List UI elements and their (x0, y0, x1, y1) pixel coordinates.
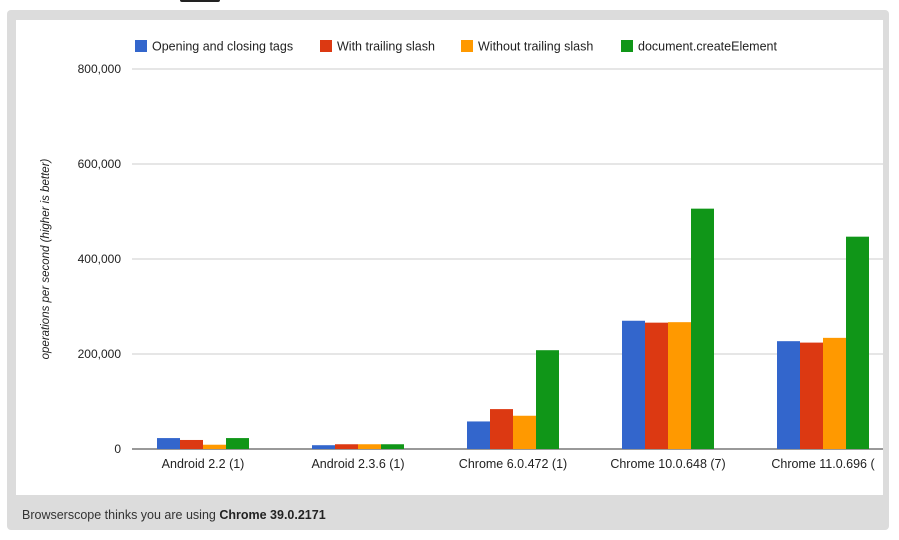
y-tick-label: 200,000 (78, 347, 122, 361)
y-tick-label: 600,000 (78, 157, 122, 171)
bar (622, 320, 645, 449)
legend-swatch (621, 40, 633, 52)
legend-label: Without trailing slash (478, 40, 593, 54)
chart-panel: 0 200,000 400,000 600,000 800,000 operations … (16, 20, 883, 495)
bar (823, 337, 846, 449)
bar (226, 438, 249, 449)
y-tick-label: 800,000 (78, 62, 122, 76)
legend-label: With trailing slash (337, 40, 435, 54)
bar (312, 445, 335, 449)
bar (381, 444, 404, 449)
x-category-label: Android 2.2 (1) (162, 457, 245, 471)
bar-chart: 0 200,000 400,000 600,000 800,000 operations … (40, 40, 883, 471)
y-axis-title: operations per second (higher is better) (40, 158, 52, 359)
bar (513, 415, 536, 449)
bar (490, 409, 513, 449)
x-category-label: Android 2.3.6 (1) (311, 457, 404, 471)
bar (358, 444, 381, 449)
y-tick-label: 400,000 (78, 252, 122, 266)
x-category-label: Chrome 11.0.696 ( (771, 457, 875, 471)
bar (668, 322, 691, 449)
bar (800, 342, 823, 449)
bar (335, 444, 358, 449)
legend-label: Opening and closing tags (152, 40, 293, 54)
x-category-label: Chrome 10.0.648 (7) (610, 457, 725, 471)
heading-fragment (180, 0, 220, 2)
bar (536, 350, 559, 449)
legend-swatch (320, 40, 332, 52)
bar (691, 208, 714, 449)
bar (645, 322, 668, 449)
footer-text: Browserscope thinks you are using (22, 508, 216, 522)
x-category-label: Chrome 6.0.472 (1) (459, 457, 567, 471)
bar (180, 439, 203, 449)
bar (203, 444, 226, 449)
legend-swatch (135, 40, 147, 52)
footer-browser: Chrome 39.0.2171 (219, 508, 326, 522)
y-tick-label: 0 (114, 442, 121, 456)
bar (846, 236, 869, 449)
footer-status: Browserscope thinks you are using Chrome… (22, 508, 326, 522)
legend-swatch (461, 40, 473, 52)
bar (467, 421, 490, 449)
legend-label: document.createElement (638, 40, 777, 54)
bar (157, 438, 180, 449)
bar (777, 341, 800, 449)
